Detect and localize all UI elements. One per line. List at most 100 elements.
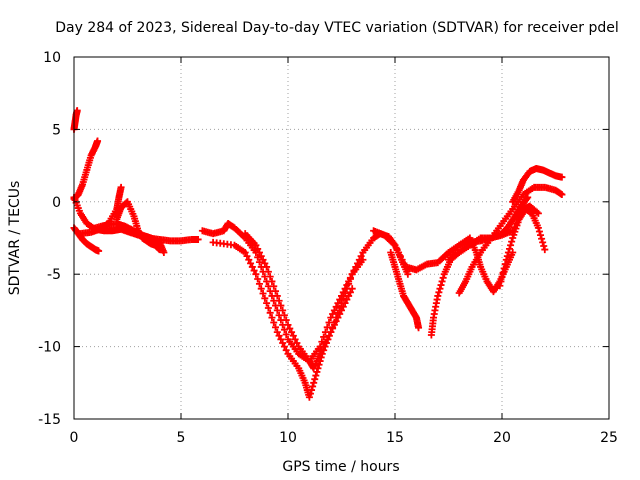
data-point xyxy=(248,263,256,271)
data-point xyxy=(275,332,283,340)
x-tick-label: 10 xyxy=(279,430,297,446)
data-point xyxy=(316,343,324,351)
data-point xyxy=(558,191,566,199)
x-tick-label: 5 xyxy=(177,430,186,446)
data-point xyxy=(279,339,287,347)
data-point xyxy=(312,372,320,380)
data-point xyxy=(241,248,249,256)
data-point xyxy=(503,252,511,260)
data-point xyxy=(400,259,408,267)
data-point xyxy=(325,318,333,326)
data-point xyxy=(243,252,251,260)
data-point xyxy=(339,288,347,296)
data-point xyxy=(270,282,278,290)
data-point xyxy=(264,304,272,312)
data-point xyxy=(306,390,314,398)
data-point xyxy=(313,368,321,376)
data-point xyxy=(345,292,353,300)
series-trace-2 xyxy=(70,137,102,203)
data-point xyxy=(320,346,328,354)
data-point xyxy=(288,328,296,336)
data-point xyxy=(275,297,283,305)
series-trace-17 xyxy=(509,164,566,206)
data-point xyxy=(259,256,267,264)
data-point xyxy=(327,314,335,322)
data-point xyxy=(308,386,316,394)
data-point xyxy=(332,303,340,311)
data-point xyxy=(277,335,285,343)
data-point xyxy=(496,282,504,290)
data-point xyxy=(507,241,515,249)
data-point xyxy=(318,338,326,346)
data-point xyxy=(436,285,444,293)
data-point xyxy=(291,335,299,343)
data-point xyxy=(435,288,443,296)
y-tick-label: 0 xyxy=(52,195,61,211)
data-point xyxy=(404,270,412,278)
data-point xyxy=(277,302,285,310)
data-point xyxy=(504,248,512,256)
data-point xyxy=(268,277,276,285)
data-point xyxy=(439,274,447,282)
y-tick-label: 10 xyxy=(43,50,61,66)
data-point xyxy=(343,296,351,304)
data-point xyxy=(280,326,288,334)
x-tick-label: 25 xyxy=(600,430,618,446)
data-point xyxy=(273,292,281,300)
data-point xyxy=(245,256,253,264)
data-point xyxy=(272,323,280,331)
x-axis-label: GPS time / hours xyxy=(282,459,399,475)
series-trace-10 xyxy=(241,230,367,365)
data-point xyxy=(255,280,263,288)
data-point xyxy=(332,317,340,325)
data-point xyxy=(255,258,263,266)
data-point xyxy=(257,285,265,293)
data-point xyxy=(502,256,510,264)
data-point xyxy=(263,263,271,271)
data-point xyxy=(293,339,301,347)
x-tick-label: 15 xyxy=(386,430,404,446)
data-point xyxy=(434,292,442,300)
data-point xyxy=(329,325,337,332)
series-trace-12 xyxy=(387,248,423,332)
data-point xyxy=(309,382,317,390)
data-point xyxy=(336,310,344,318)
data-point xyxy=(345,277,353,285)
data-point xyxy=(95,247,103,255)
data-point xyxy=(321,328,329,336)
data-point xyxy=(247,259,255,267)
data-point xyxy=(282,346,290,354)
series-trace-9 xyxy=(209,238,356,401)
data-point xyxy=(255,248,263,256)
data-point xyxy=(499,269,507,277)
data-point xyxy=(305,393,313,401)
data-point xyxy=(415,324,423,332)
data-point xyxy=(497,277,505,285)
data-point xyxy=(341,285,349,293)
data-point xyxy=(73,107,81,115)
data-point xyxy=(117,183,125,191)
data-point xyxy=(314,364,322,372)
chart-title: Day 284 of 2023, Sidereal Day-to-day VTE… xyxy=(55,20,619,36)
data-point xyxy=(250,267,258,275)
data-point xyxy=(540,242,548,250)
data-point xyxy=(264,268,272,276)
x-tick-label: 20 xyxy=(493,430,511,446)
data-point xyxy=(346,288,354,296)
data-point xyxy=(539,238,547,246)
data-point xyxy=(254,275,262,283)
data-point xyxy=(541,246,549,254)
data-point xyxy=(339,303,347,311)
data-point xyxy=(315,361,323,369)
series-trace-6 xyxy=(91,220,168,256)
data-point xyxy=(310,379,318,387)
data-point xyxy=(534,209,542,217)
data-point xyxy=(398,256,406,264)
data-point xyxy=(282,331,290,339)
data-point xyxy=(558,173,566,181)
data-point xyxy=(357,252,365,260)
data-point xyxy=(324,335,332,343)
y-tick-label: -15 xyxy=(38,412,61,428)
data-point xyxy=(343,281,351,289)
y-tick-label: -5 xyxy=(47,267,61,283)
